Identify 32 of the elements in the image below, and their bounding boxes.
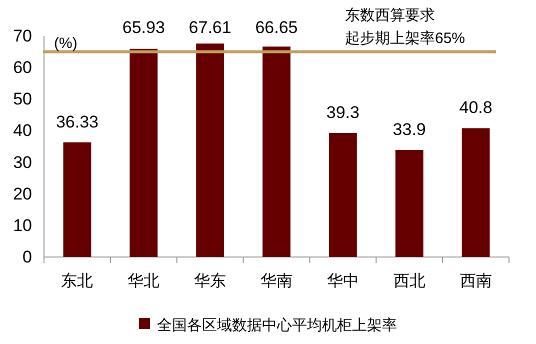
bar <box>328 132 357 257</box>
y-tick-label: 40 <box>13 121 32 140</box>
text: 33.9 <box>392 120 426 139</box>
bar <box>395 150 424 257</box>
bar <box>196 44 224 257</box>
bar <box>262 46 290 257</box>
text: 40.8 <box>459 98 492 118</box>
x-tick-label: 华北 <box>128 272 160 290</box>
x-tick-label: 华东 <box>194 272 226 290</box>
x-tick-label: 西南 <box>460 272 492 290</box>
text: 65.93 <box>122 18 165 37</box>
bar <box>130 48 158 257</box>
bar <box>462 128 490 257</box>
y-tick-label: 10 <box>13 216 32 235</box>
text: 36.33 <box>56 112 98 132</box>
x-tick-label: 华南 <box>260 272 292 290</box>
text: 66.65 <box>255 18 298 37</box>
x-tick-label: 西北 <box>393 272 426 290</box>
bar <box>63 142 92 257</box>
y-tick-label: 70 <box>13 26 32 46</box>
x-tick-label: 东北 <box>61 272 94 290</box>
ref-line-label: 东数西算要求起步期上架率65% <box>345 7 466 47</box>
y-tick-label: 0 <box>22 248 32 266</box>
y-tick-label: 60 <box>13 58 32 78</box>
x-tick-label: 华中 <box>326 272 359 290</box>
y-axis-title: (%) <box>54 35 78 52</box>
y-tick-label: 20 <box>13 184 32 204</box>
text: 39.3 <box>326 102 360 122</box>
legend-label: 全国各区域数据中心平均机柜上架率 <box>157 317 397 334</box>
y-tick-label: 30 <box>13 152 32 172</box>
text: 67.61 <box>188 18 232 37</box>
y-tick-label: 50 <box>13 90 32 109</box>
